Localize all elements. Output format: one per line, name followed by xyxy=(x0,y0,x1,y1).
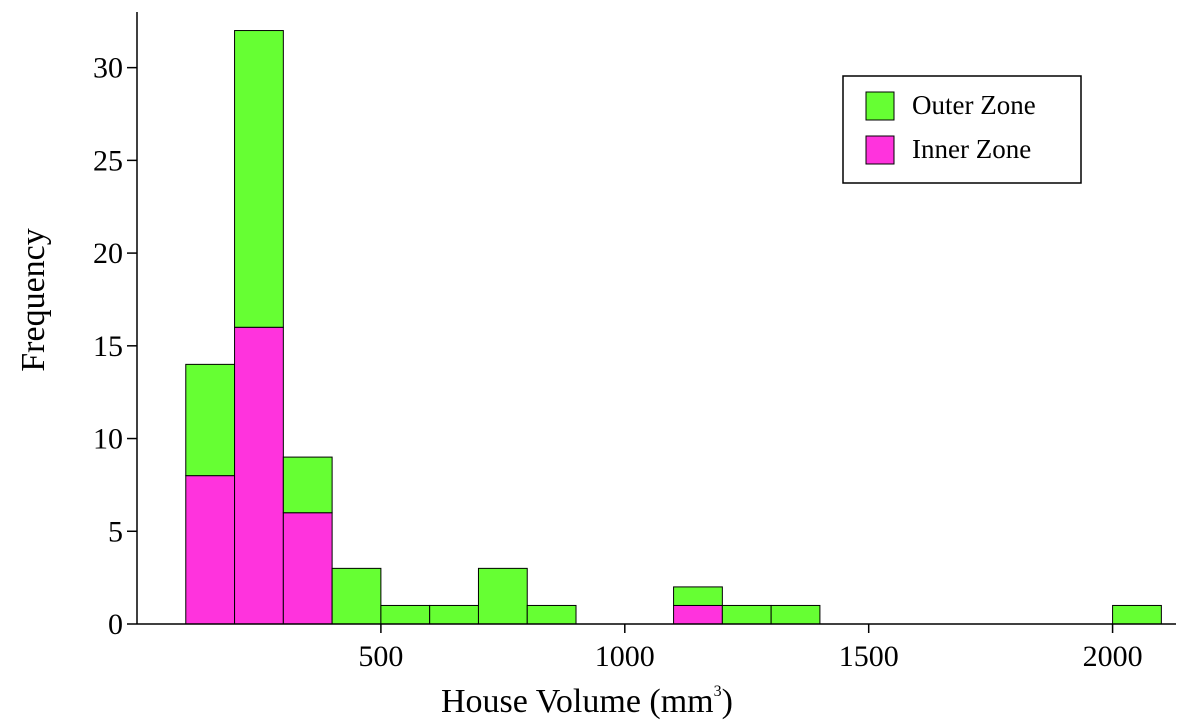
bar-outer-zone-600-700 xyxy=(429,604,479,625)
y-tick-label: 5 xyxy=(108,515,123,548)
bar-outer-zone-800-900 xyxy=(526,604,577,625)
bar-inner-zone-200-300 xyxy=(234,326,284,625)
x-axis-title-main: House Volume (mm xyxy=(441,683,714,720)
y-tick-label: 0 xyxy=(108,608,123,641)
x-axis-title: House Volume (mm3) xyxy=(441,683,733,720)
y-tick-label: 25 xyxy=(93,144,123,177)
legend-label-outer-zone: Outer Zone xyxy=(912,90,1036,120)
bars-layer xyxy=(185,30,1162,625)
bar-outer-zone-300-400 xyxy=(282,456,333,514)
bar-inner-zone-100-200 xyxy=(185,475,236,625)
legend: Outer Zone Inner Zone xyxy=(842,75,1082,184)
legend-swatch-outer-zone xyxy=(865,91,895,121)
x-tick-label: 1500 xyxy=(839,640,899,673)
bar-outer-zone-500-600 xyxy=(380,604,431,625)
bar-outer-zone-400-500 xyxy=(331,567,382,625)
x-axis-title-suffix: ) xyxy=(722,683,733,720)
x-tick-label: 2000 xyxy=(1083,640,1143,673)
bar-outer-zone-200-300 xyxy=(234,30,284,328)
legend-label-inner-zone: Inner Zone xyxy=(912,134,1031,164)
y-tick-label: 30 xyxy=(93,52,123,85)
bar-outer-zone-700-800 xyxy=(477,567,528,625)
legend-swatch-inner-zone xyxy=(865,135,895,165)
bar-outer-zone-1300-1400 xyxy=(770,604,821,625)
x-tick-label: 1000 xyxy=(595,640,655,673)
bar-outer-zone-2000-2100 xyxy=(1112,604,1162,625)
y-axis-title: Frequency xyxy=(15,228,52,372)
y-ticks-layer: 0 5 10 15 20 25 30 xyxy=(93,52,137,641)
x-tick-label: 500 xyxy=(358,640,403,673)
bar-outer-zone-1200-1300 xyxy=(721,604,772,625)
x-axis-title-superscript: 3 xyxy=(714,683,722,700)
bar-inner-zone-300-400 xyxy=(282,512,333,625)
bar-inner-zone-1100-1200 xyxy=(673,604,723,625)
x-ticks-layer: 500 1000 1500 2000 xyxy=(358,624,1143,673)
y-tick-label: 15 xyxy=(93,330,123,363)
y-tick-label: 10 xyxy=(93,423,123,456)
bar-outer-zone-1100-1200 xyxy=(673,586,723,606)
y-tick-label: 20 xyxy=(93,237,123,270)
bar-outer-zone-100-200 xyxy=(185,363,236,477)
